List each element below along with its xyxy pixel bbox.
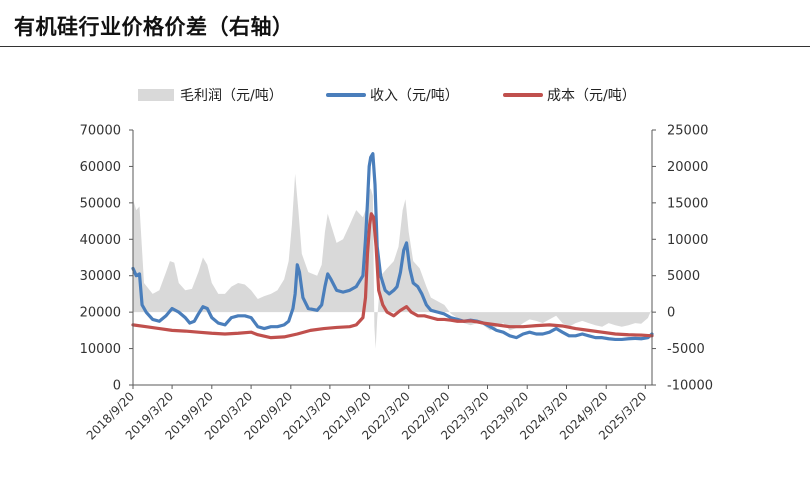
left-axis-tick-label: 70000 [80, 124, 121, 139]
right-axis-tick-label: 25000 [667, 124, 708, 139]
right-axis-tick-label: -5000 [667, 342, 705, 357]
right-axis-tick-label: 5000 [667, 269, 700, 284]
page-title: 有机硅行业价格价差（右轴） [14, 15, 294, 39]
series-line-cost [131, 212, 654, 340]
left-axis-tick-label: 60000 [80, 160, 121, 175]
axes-layer: 010000200003000040000500006000070000-100… [80, 124, 713, 443]
title-bar: 有机硅行业价格价差（右轴） [0, 0, 810, 48]
left-axis-tick-label: 20000 [80, 306, 121, 321]
left-axis-tick-label: 0 [113, 379, 121, 394]
left-axis-tick-label: 40000 [80, 233, 121, 248]
right-axis-tick-label: -10000 [667, 379, 713, 394]
right-axis-tick-label: 10000 [667, 233, 708, 248]
legend-item-gross-profit-label: 毛利润（元/吨） [180, 88, 283, 104]
left-axis-tick-label: 50000 [80, 196, 121, 211]
legend-item-revenue-label: 收入（元/吨） [370, 88, 459, 104]
right-axis-tick-label: 15000 [667, 196, 708, 211]
legend-item-gross-profit-swatch [138, 89, 174, 101]
left-axis-tick-label: 30000 [80, 269, 121, 284]
right-axis-tick-label: 20000 [667, 160, 708, 175]
title-divider [0, 46, 810, 47]
series-line-revenue [131, 152, 654, 342]
legend-item-cost-label: 成本（元/吨） [547, 88, 636, 104]
line-layer [131, 152, 654, 342]
chart-legend: 毛利润（元/吨） 收入（元/吨） 成本（元/吨） [138, 88, 636, 104]
right-axis-tick-label: 0 [667, 306, 675, 321]
series-area-gross-profit [133, 173, 652, 349]
area-layer [133, 173, 652, 349]
left-axis-tick-label: 10000 [80, 342, 121, 357]
